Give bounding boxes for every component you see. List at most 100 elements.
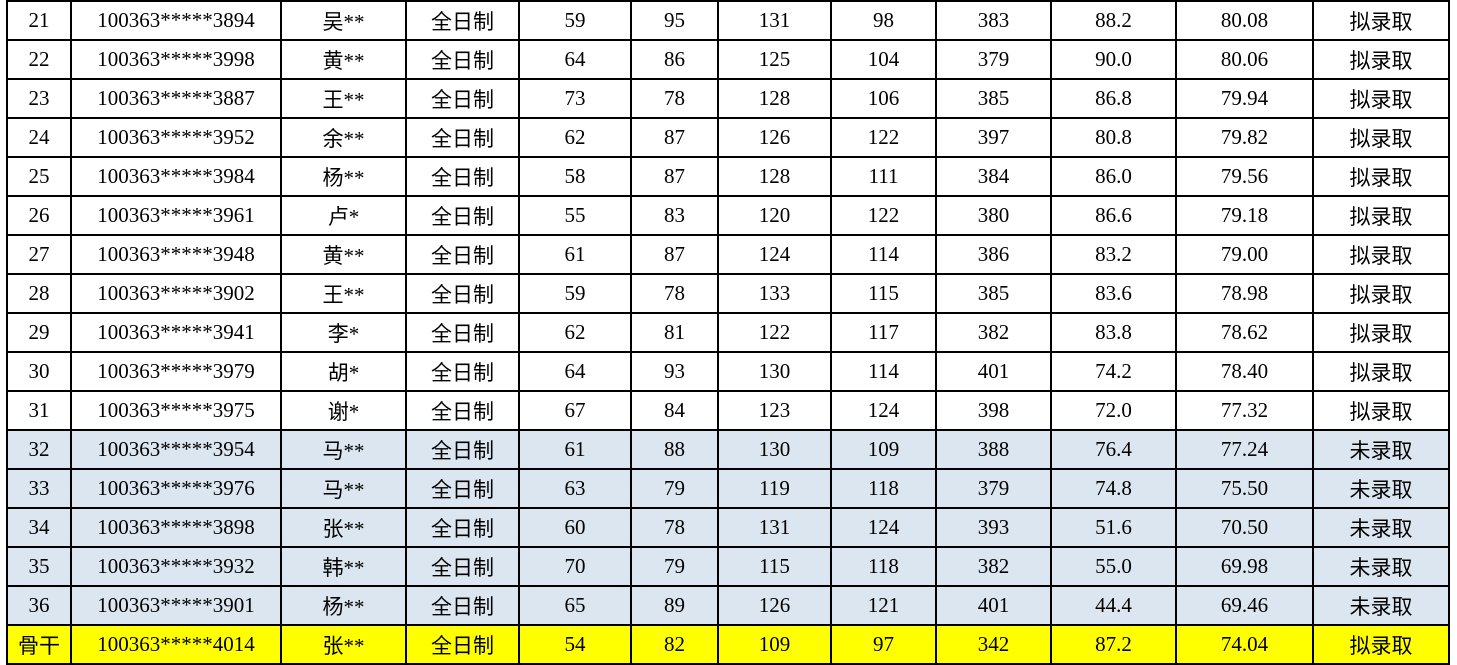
score-1: 62 [518, 117, 632, 158]
study-mode: 全日制 [405, 195, 520, 236]
final-score: 79.00 [1175, 234, 1314, 275]
final-score: 78.62 [1175, 312, 1314, 353]
score-3: 130 [717, 351, 832, 392]
total-score: 384 [935, 156, 1052, 197]
candidate-name: 马** [280, 429, 407, 470]
score-1: 70 [518, 546, 632, 587]
score-4: 97 [830, 624, 937, 665]
candidate-name: 黄** [280, 39, 407, 80]
total-score: 386 [935, 234, 1052, 275]
score-2: 84 [630, 390, 719, 431]
final-score: 79.18 [1175, 195, 1314, 236]
final-score: 79.82 [1175, 117, 1314, 158]
final-score: 74.04 [1175, 624, 1314, 665]
study-mode: 全日制 [405, 429, 520, 470]
score-3: 131 [717, 0, 832, 41]
study-mode: 全日制 [405, 468, 520, 509]
candidate-id: 100363*****3898 [70, 507, 282, 548]
retest-score: 80.8 [1050, 117, 1177, 158]
row-number: 21 [6, 0, 72, 41]
row-number: 31 [6, 390, 72, 431]
table-row: 30 100363*****3979 胡* 全日制 64 93 130 114 401 74.2 7… [6, 351, 1450, 392]
retest-score: 74.2 [1050, 351, 1177, 392]
final-score: 75.50 [1175, 468, 1314, 509]
score-4: 122 [830, 117, 937, 158]
admission-results-body: 21 100363*****3894 吴** 全日制 59 95 131 98 383 88.2 8… [6, 0, 1450, 665]
admission-status: 未录取 [1312, 507, 1450, 548]
study-mode: 全日制 [405, 390, 520, 431]
retest-score: 87.2 [1050, 624, 1177, 665]
total-score: 385 [935, 78, 1052, 119]
score-1: 59 [518, 273, 632, 314]
candidate-id: 100363*****3998 [70, 39, 282, 80]
admission-status: 拟录取 [1312, 0, 1450, 41]
score-3: 126 [717, 117, 832, 158]
score-1: 64 [518, 39, 632, 80]
score-2: 82 [630, 624, 719, 665]
score-1: 61 [518, 234, 632, 275]
table-row: 35 100363*****3932 韩** 全日制 70 79 115 118 382 55.0… [6, 546, 1450, 587]
retest-score: 51.6 [1050, 507, 1177, 548]
score-2: 87 [630, 117, 719, 158]
study-mode: 全日制 [405, 117, 520, 158]
score-2: 87 [630, 156, 719, 197]
candidate-name: 王** [280, 273, 407, 314]
score-3: 124 [717, 234, 832, 275]
score-3: 123 [717, 390, 832, 431]
total-score: 379 [935, 468, 1052, 509]
candidate-id: 100363*****3887 [70, 78, 282, 119]
score-4: 114 [830, 351, 937, 392]
row-number: 35 [6, 546, 72, 587]
retest-score: 88.2 [1050, 0, 1177, 41]
score-3: 119 [717, 468, 832, 509]
row-number: 32 [6, 429, 72, 470]
candidate-name: 杨** [280, 156, 407, 197]
score-2: 79 [630, 468, 719, 509]
retest-score: 55.0 [1050, 546, 1177, 587]
score-2: 95 [630, 0, 719, 41]
admission-status: 未录取 [1312, 429, 1450, 470]
score-4: 114 [830, 234, 937, 275]
score-2: 93 [630, 351, 719, 392]
candidate-id: 100363*****3961 [70, 195, 282, 236]
table-row: 25 100363*****3984 杨** 全日制 58 87 128 111 384 86.0… [6, 156, 1450, 197]
score-4: 122 [830, 195, 937, 236]
candidate-name: 黄** [280, 234, 407, 275]
table-row: 24 100363*****3952 余** 全日制 62 87 126 122 397 80.8… [6, 117, 1450, 158]
score-3: 130 [717, 429, 832, 470]
total-score: 380 [935, 195, 1052, 236]
score-2: 89 [630, 585, 719, 626]
admission-status: 拟录取 [1312, 117, 1450, 158]
score-2: 83 [630, 195, 719, 236]
retest-score: 83.2 [1050, 234, 1177, 275]
candidate-name: 胡* [280, 351, 407, 392]
study-mode: 全日制 [405, 273, 520, 314]
row-number: 23 [6, 78, 72, 119]
total-score: 385 [935, 273, 1052, 314]
row-number: 27 [6, 234, 72, 275]
candidate-name: 余** [280, 117, 407, 158]
admission-status: 拟录取 [1312, 312, 1450, 353]
score-1: 73 [518, 78, 632, 119]
score-1: 67 [518, 390, 632, 431]
score-2: 81 [630, 312, 719, 353]
score-2: 87 [630, 234, 719, 275]
table-row: 28 100363*****3902 王** 全日制 59 78 133 115 385 83.6… [6, 273, 1450, 314]
study-mode: 全日制 [405, 351, 520, 392]
score-2: 78 [630, 273, 719, 314]
table-row: 21 100363*****3894 吴** 全日制 59 95 131 98 383 88.2 8… [6, 0, 1450, 41]
study-mode: 全日制 [405, 234, 520, 275]
row-number: 30 [6, 351, 72, 392]
table-row: 27 100363*****3948 黄** 全日制 61 87 124 114 386 83.2… [6, 234, 1450, 275]
retest-score: 44.4 [1050, 585, 1177, 626]
score-1: 54 [518, 624, 632, 665]
table-row: 36 100363*****3901 杨** 全日制 65 89 126 121 401 44.4… [6, 585, 1450, 626]
score-4: 104 [830, 39, 937, 80]
score-3: 122 [717, 312, 832, 353]
score-1: 55 [518, 195, 632, 236]
score-4: 118 [830, 546, 937, 587]
row-number: 26 [6, 195, 72, 236]
score-4: 124 [830, 390, 937, 431]
score-3: 125 [717, 39, 832, 80]
row-number: 22 [6, 39, 72, 80]
